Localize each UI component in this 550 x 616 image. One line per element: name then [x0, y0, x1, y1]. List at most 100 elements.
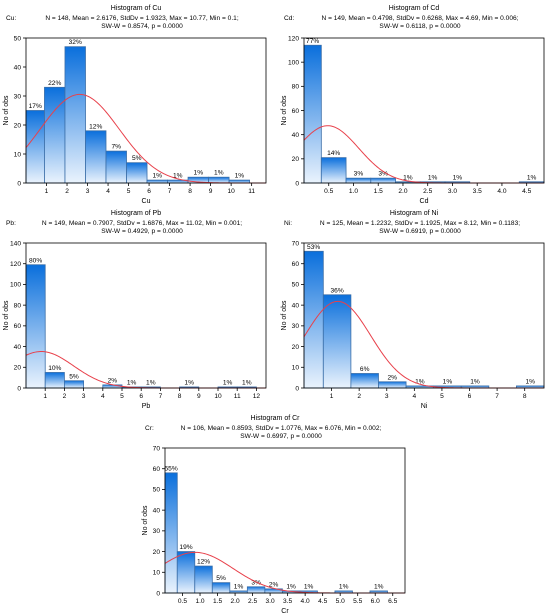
- x-tick-label: 2.0: [398, 188, 407, 195]
- histogram-bar-cd-3: [370, 177, 396, 184]
- x-tick-label: 6.5: [388, 598, 397, 605]
- bar-percent-label: 1%: [470, 378, 480, 385]
- x-tick-label: 2: [65, 188, 69, 195]
- histogram-bar-cu-4: [105, 150, 127, 184]
- bar-percent-label: 1%: [525, 378, 535, 385]
- bar-percent-label: 55%: [165, 465, 178, 472]
- bar-percent-label: 1%: [403, 174, 413, 181]
- histogram-bar-ni-3: [378, 381, 407, 389]
- stats-normality-test: SW-W = 0.6118, p = 0.0000: [379, 23, 460, 30]
- x-tick-label: 7: [495, 393, 499, 400]
- chart-title: Histogram of Cu: [111, 5, 162, 12]
- x-axis-label: Cd: [420, 198, 429, 205]
- y-tick-label: 10: [153, 570, 161, 577]
- x-tick-label: 3.0: [266, 598, 275, 605]
- x-tick-label: 3.0: [448, 188, 457, 195]
- x-tick-label: 3.5: [473, 188, 482, 195]
- bar-percent-label: 22%: [48, 80, 61, 87]
- x-tick-label: 3: [82, 393, 86, 400]
- x-tick-label: 2: [63, 393, 67, 400]
- histogram-bar-cd-1: [320, 157, 347, 184]
- histogram-bar-cr-1: [176, 551, 196, 594]
- y-tick-label: 20: [292, 156, 300, 163]
- bar-percent-label: 19%: [179, 544, 192, 551]
- y-tick-label: 100: [10, 282, 21, 289]
- x-tick-label: 4.0: [301, 598, 310, 605]
- y-tick-label: 0: [17, 180, 21, 187]
- chart-title: Histogram of Pb: [111, 210, 161, 217]
- bar-percent-label: 6%: [360, 366, 370, 373]
- stats-summary: N = 125, Mean = 1.2232, StdDv = 1.1925, …: [320, 220, 520, 227]
- bar-percent-label: 1%: [127, 379, 137, 386]
- y-tick-label: 0: [156, 590, 160, 597]
- bar-percent-label: 1%: [415, 378, 425, 385]
- x-tick-label: 6: [147, 188, 151, 195]
- y-tick-label: 20: [153, 549, 161, 556]
- x-tick-label: 7: [159, 393, 163, 400]
- y-tick-label: 50: [14, 35, 22, 42]
- y-tick-label: 40: [14, 64, 22, 71]
- bar-percent-label: 53%: [307, 244, 320, 251]
- plot-frame: [164, 447, 406, 594]
- y-tick-label: 100: [288, 59, 299, 66]
- stats-variable-label: Ni:: [284, 220, 292, 227]
- x-tick-label: 3: [86, 188, 90, 195]
- histogram-bar-ni-2: [350, 373, 379, 389]
- chart-title: Histogram of Cd: [389, 5, 440, 12]
- y-tick-label: 70: [292, 240, 300, 247]
- histogram-bar-cu-5: [126, 162, 148, 184]
- x-tick-label: 9: [209, 188, 213, 195]
- x-tick-label: 9: [197, 393, 201, 400]
- x-tick-label: 5: [127, 188, 131, 195]
- y-tick-label: 20: [14, 122, 22, 129]
- bar-percent-label: 1%: [234, 583, 244, 590]
- stats-variable-label: Cr:: [145, 425, 154, 432]
- bar-percent-label: 5%: [132, 155, 142, 162]
- stats-summary: N = 148, Mean = 2.6176, StdDv = 1.9323, …: [45, 15, 239, 22]
- bar-percent-label: 3%: [354, 171, 364, 178]
- y-tick-label: 80: [292, 84, 300, 91]
- stats-normality-test: SW-W = 0.4929, p = 0.0000: [101, 228, 183, 235]
- histogram-bar-cu-2: [64, 46, 86, 184]
- histogram-bar-cr-3: [211, 582, 231, 594]
- x-tick-label: 4.0: [497, 188, 506, 195]
- y-tick-label: 40: [292, 302, 300, 309]
- x-tick-label: 4.5: [318, 598, 327, 605]
- x-tick-label: 4: [106, 188, 110, 195]
- y-tick-label: 120: [10, 261, 21, 268]
- y-tick-label: 120: [288, 35, 299, 42]
- x-tick-label: 5.5: [353, 598, 362, 605]
- x-tick-label: 4: [413, 393, 417, 400]
- y-tick-label: 50: [292, 282, 300, 289]
- histogram-bar-pb-2: [64, 380, 85, 389]
- bar-percent-label: 1%: [173, 173, 183, 180]
- stats-normality-test: SW-W = 0.8574, p = 0.0000: [101, 23, 183, 30]
- bar-percent-label: 1%: [286, 583, 296, 590]
- bar-percent-label: 17%: [29, 103, 42, 110]
- histogram-bar-ni-1: [322, 294, 352, 389]
- bar-percent-label: 1%: [304, 583, 314, 590]
- bar-percent-label: 3%: [378, 171, 388, 178]
- histogram-bar-pb-1: [44, 372, 65, 389]
- y-tick-label: 10: [14, 151, 22, 158]
- bar-percent-label: 1%: [184, 379, 194, 386]
- x-tick-label: 1.0: [349, 188, 358, 195]
- x-tick-label: 11: [248, 188, 255, 195]
- y-tick-label: 30: [14, 93, 22, 100]
- stats-summary: N = 106, Mean = 0.8593, StdDv = 1.0776, …: [181, 425, 382, 432]
- histogram-bar-ni-0: [303, 250, 324, 389]
- bar-percent-label: 1%: [443, 378, 453, 385]
- y-axis-label: No of obs: [142, 505, 149, 535]
- bar-percent-label: 10%: [48, 365, 61, 372]
- histogram-bar-cd-2: [345, 177, 372, 184]
- stats-normality-test: SW-W = 0.6919, p = 0.0000: [379, 228, 461, 235]
- y-tick-label: 10: [292, 365, 300, 372]
- x-tick-label: 7: [168, 188, 172, 195]
- y-tick-label: 20: [292, 344, 300, 351]
- bar-percent-label: 3%: [251, 579, 261, 586]
- y-tick-label: 20: [14, 365, 22, 372]
- stats-summary: N = 149, Mean = 0.4798, StdDv = 0.6268, …: [321, 15, 518, 22]
- stats-variable-label: Cu:: [6, 15, 16, 22]
- stats-summary: N = 149, Mean = 0.7907, StdDv = 1.6876, …: [42, 220, 242, 227]
- bar-percent-label: 1%: [374, 583, 384, 590]
